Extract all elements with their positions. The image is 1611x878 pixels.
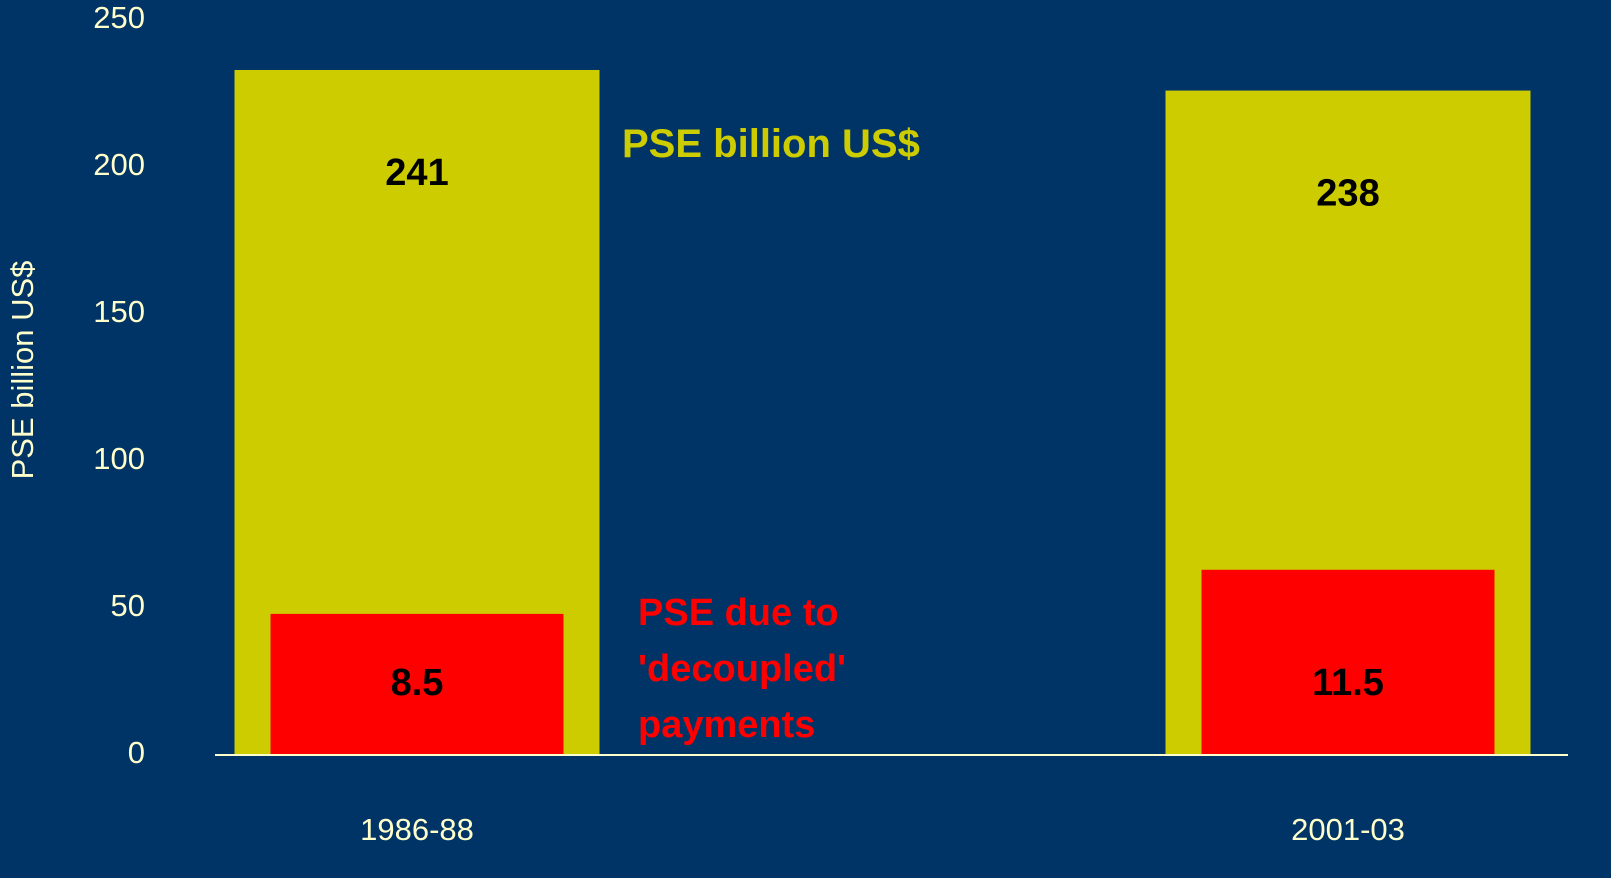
bar: [270, 613, 564, 755]
legend-label: PSE due to 'decoupled' payments: [638, 592, 847, 746]
y-tick-label: 200: [93, 147, 145, 182]
data-label: 238: [1316, 173, 1379, 215]
y-tick-label: 150: [93, 294, 145, 329]
x-tick-label: 1986-88: [360, 812, 474, 847]
y-axis-title: PSE billion US$: [5, 261, 40, 480]
data-label: 8.5: [391, 662, 444, 704]
legend-label: PSE billion US$: [622, 122, 920, 166]
data-label: 11.5: [1312, 662, 1384, 704]
y-tick-label: 0: [128, 735, 145, 770]
bar: [1201, 569, 1495, 755]
x-tick-label: 2001-03: [1291, 812, 1405, 847]
y-tick-label: 250: [93, 0, 145, 35]
y-tick-label: 100: [93, 441, 145, 476]
y-tick-label: 50: [111, 588, 145, 623]
data-label: 241: [385, 152, 448, 194]
